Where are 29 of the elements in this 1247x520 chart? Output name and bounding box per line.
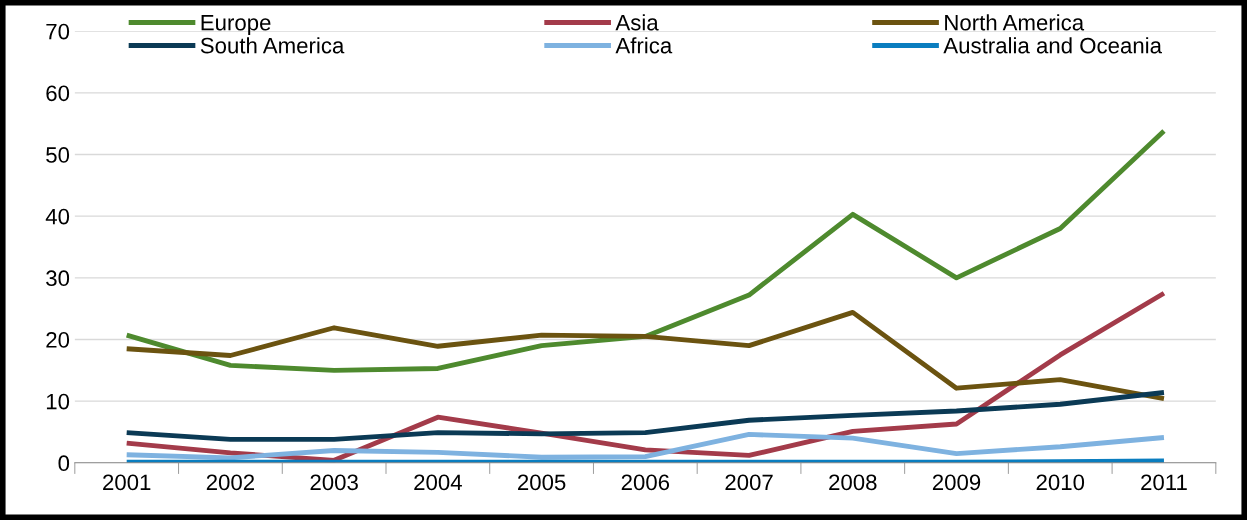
legend-label: Asia [615, 14, 659, 31]
line-series [124, 309, 1167, 402]
y-tick-label: 10 [46, 393, 70, 410]
legend-label: Africa [615, 37, 673, 54]
x-tick-label: 2005 [518, 474, 566, 491]
line-series [124, 390, 1167, 442]
y-tick-label: 30 [46, 270, 70, 287]
x-tick-label: 2011 [1141, 474, 1187, 491]
legend-label: Europe [201, 15, 271, 35]
legend-label: Australia and Oceania [943, 37, 1162, 54]
y-tick-label: 20 [46, 332, 70, 348]
x-tick-label: 2001 [103, 474, 151, 491]
y-tick-label: 70 [46, 23, 70, 40]
legend-label: North America [945, 14, 1085, 31]
y-tick-label: 60 [46, 85, 70, 102]
y-tick-label: 50 [46, 147, 70, 163]
x-tick-label: 2008 [829, 474, 877, 491]
line-series [124, 128, 1167, 373]
x-tick-label: 2009 [932, 474, 981, 491]
x-tick-label: 2004 [414, 474, 462, 491]
x-tick-label: 2003 [310, 474, 358, 491]
x-tick-label: 2006 [621, 474, 670, 491]
legend-label: South America [200, 37, 345, 54]
x-tick-label: 2002 [206, 474, 255, 491]
line-series [124, 432, 1167, 461]
y-tick-label: 0 [58, 455, 70, 472]
x-tick-label: 2010 [1036, 474, 1085, 491]
x-tick-label: 2007 [725, 474, 773, 491]
y-tick-label: 40 [45, 208, 70, 225]
